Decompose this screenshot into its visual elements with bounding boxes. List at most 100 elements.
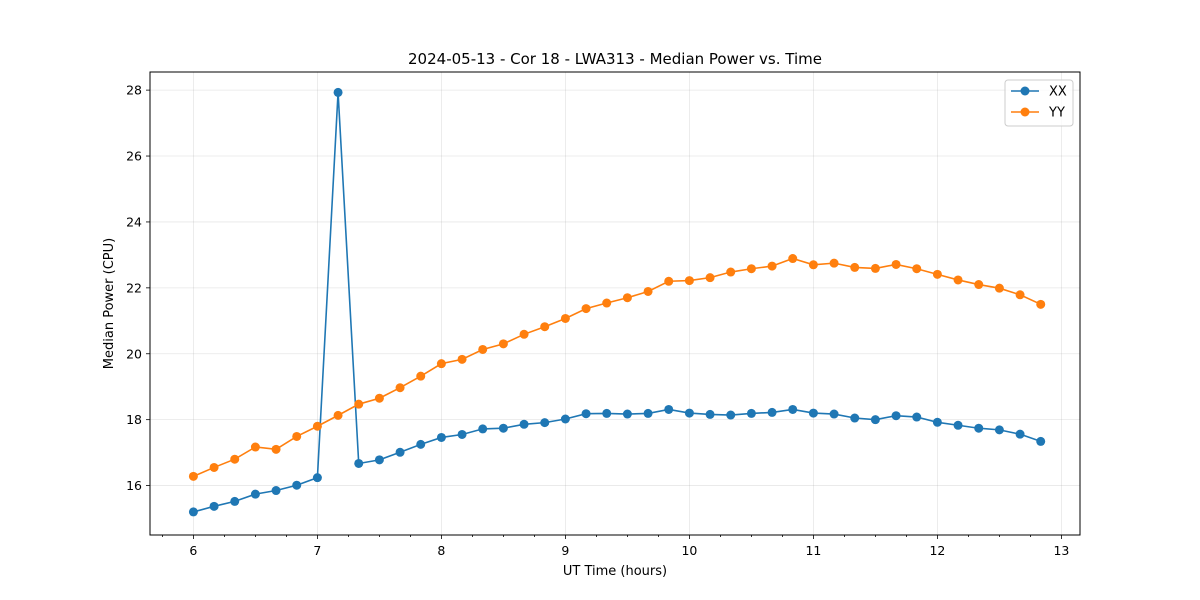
- data-point-yy: [209, 462, 219, 472]
- data-point-yy: [292, 431, 302, 441]
- data-point-xx: [664, 404, 674, 414]
- data-point-yy: [829, 258, 839, 268]
- data-point-yy: [250, 442, 260, 452]
- data-point-xx: [643, 408, 653, 418]
- legend-marker: [1020, 107, 1030, 117]
- data-point-xx: [312, 473, 322, 483]
- data-point-xx: [932, 417, 942, 427]
- data-point-xx: [870, 415, 880, 425]
- data-point-yy: [416, 371, 426, 381]
- data-point-xx: [519, 419, 529, 429]
- data-point-xx: [292, 480, 302, 490]
- legend-label: YY: [1048, 106, 1065, 121]
- data-point-yy: [395, 383, 405, 393]
- data-point-xx: [891, 411, 901, 421]
- data-point-xx: [560, 414, 570, 424]
- data-point-xx: [209, 501, 219, 511]
- data-point-yy: [498, 339, 508, 349]
- legend-marker: [1020, 86, 1030, 96]
- data-point-yy: [354, 399, 364, 409]
- data-point-yy: [912, 264, 922, 274]
- x-tick-label: 7: [313, 543, 321, 558]
- data-point-yy: [870, 263, 880, 273]
- series-line-yy: [193, 257, 1042, 478]
- data-point-yy: [788, 254, 798, 264]
- data-point-yy: [271, 444, 281, 454]
- y-tick-label: 26: [126, 149, 142, 164]
- data-point-xx: [188, 507, 198, 517]
- x-tick-label: 13: [1053, 543, 1069, 558]
- data-point-yy: [1036, 299, 1046, 309]
- legend-item-xx: XX: [1011, 85, 1067, 100]
- data-point-xx: [1036, 436, 1046, 446]
- data-point-xx: [416, 439, 426, 449]
- data-point-xx: [602, 408, 612, 418]
- data-point-yy: [374, 393, 384, 403]
- data-point-yy: [312, 421, 322, 431]
- data-point-yy: [767, 261, 777, 271]
- x-tick-label: 6: [189, 543, 197, 558]
- data-point-yy: [519, 329, 529, 339]
- data-point-xx: [726, 410, 736, 420]
- data-point-yy: [974, 280, 984, 290]
- y-tick-label: 18: [126, 412, 142, 427]
- y-tick-label: 16: [126, 478, 142, 493]
- y-axis-label: Median Power (CPU): [102, 238, 117, 369]
- data-point-xx: [953, 420, 963, 430]
- legend-label: XX: [1049, 85, 1067, 100]
- data-point-xx: [767, 407, 777, 417]
- series-line-xx: [193, 92, 1041, 513]
- data-point-yy: [746, 264, 756, 274]
- x-tick-label: 8: [437, 543, 445, 558]
- data-point-xx: [271, 486, 281, 496]
- series-yy: [188, 254, 1046, 481]
- x-tick-label: 12: [929, 543, 945, 558]
- data-point-yy: [726, 267, 736, 277]
- data-point-yy: [664, 276, 674, 286]
- data-point-yy: [994, 283, 1004, 293]
- data-point-xx: [354, 458, 364, 468]
- data-point-xx: [230, 496, 240, 506]
- x-tick-label: 10: [681, 543, 697, 558]
- legend: XX YY: [1004, 79, 1074, 127]
- data-point-xx: [498, 423, 508, 433]
- axis-ticks: 6 7 8 9 10 11 12 13 16 18 20 22 24 26 28: [126, 83, 1069, 558]
- data-point-yy: [478, 344, 488, 354]
- data-point-yy: [891, 259, 901, 269]
- data-point-xx: [250, 489, 260, 499]
- series-layer: [188, 87, 1046, 517]
- data-point-yy: [333, 410, 343, 420]
- data-point-xx: [974, 423, 984, 433]
- data-point-yy: [705, 273, 715, 283]
- data-point-yy: [602, 298, 612, 308]
- data-point-yy: [436, 359, 446, 369]
- data-point-yy: [808, 260, 818, 270]
- data-point-xx: [684, 408, 694, 418]
- data-point-yy: [953, 275, 963, 285]
- data-point-yy: [581, 304, 591, 314]
- data-point-xx: [622, 409, 632, 419]
- data-point-yy: [188, 471, 198, 481]
- data-point-xx: [829, 409, 839, 419]
- data-point-xx: [994, 425, 1004, 435]
- data-point-xx: [705, 409, 715, 419]
- data-point-yy: [850, 262, 860, 272]
- data-point-xx: [395, 447, 405, 457]
- y-tick-label: 22: [126, 280, 142, 295]
- plot-frame: [149, 71, 1081, 536]
- data-point-yy: [230, 454, 240, 464]
- data-point-xx: [788, 404, 798, 414]
- data-point-yy: [540, 322, 550, 332]
- data-point-yy: [643, 286, 653, 296]
- data-point-xx: [581, 409, 591, 419]
- data-point-xx: [912, 412, 922, 422]
- data-point-yy: [622, 293, 632, 303]
- data-point-yy: [560, 313, 570, 323]
- grid-lines: [150, 72, 1080, 535]
- x-tick-label: 9: [561, 543, 569, 558]
- series-xx: [188, 87, 1046, 517]
- data-point-xx: [457, 429, 467, 439]
- data-point-xx: [850, 413, 860, 423]
- data-point-xx: [436, 432, 446, 442]
